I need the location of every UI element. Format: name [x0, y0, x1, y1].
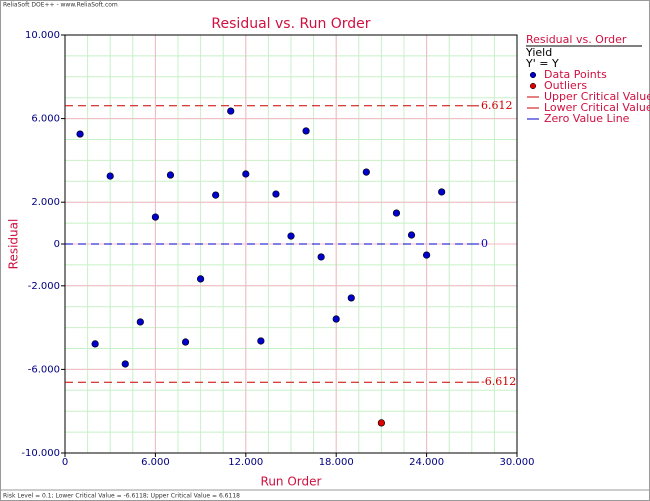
- legend-marker: [529, 82, 537, 90]
- legend-label: Upper Critical Value: [544, 90, 650, 103]
- data-point: [136, 318, 144, 326]
- data-point: [106, 172, 114, 180]
- x-tick-label: 6.000: [141, 457, 170, 468]
- reference-label: 0: [481, 237, 488, 250]
- data-point: [91, 340, 99, 348]
- reference-label: -6.612: [481, 375, 516, 388]
- legend-subtitle: Yield: [525, 46, 552, 59]
- y-axis-label: Residual: [7, 219, 21, 270]
- header: ReliaSoft DOE++ - www.ReliaSoft.com: [3, 2, 118, 9]
- y-tick-label: 10.000: [25, 30, 60, 41]
- legend-marker: [529, 71, 537, 79]
- y-tick-label: 0: [54, 239, 60, 250]
- data-point: [423, 251, 431, 259]
- legend-label: Lower Critical Value: [544, 101, 650, 114]
- data-point: [76, 130, 84, 138]
- data-point: [347, 294, 355, 302]
- y-tick-label: -2.000: [28, 281, 60, 292]
- data-point: [438, 188, 446, 196]
- data-point: [257, 337, 265, 345]
- data-point: [197, 275, 205, 283]
- data-point: [317, 253, 325, 261]
- legend-label: Outliers: [544, 79, 587, 92]
- data-point: [377, 419, 386, 427]
- x-tick-label: 30.000: [500, 457, 535, 468]
- x-tick-label: 18.000: [319, 457, 354, 468]
- x-axis-label: Run Order: [261, 475, 322, 489]
- data-point: [227, 107, 235, 115]
- reference-label: 6.612: [481, 99, 513, 112]
- chart-title: Residual vs. Run Order: [211, 16, 370, 32]
- legend-label: Zero Value Line: [544, 112, 630, 125]
- data-point: [302, 127, 310, 135]
- x-tick-label: 0: [62, 457, 68, 468]
- x-tick-label: 12.000: [228, 457, 263, 468]
- data-point: [362, 168, 370, 176]
- footer: Risk Level = 0.1; Lower Critical Value =…: [3, 493, 240, 500]
- data-point: [272, 190, 280, 198]
- data-point: [332, 315, 340, 323]
- data-point: [407, 231, 416, 239]
- legend-label: Data Points: [544, 68, 607, 81]
- data-point: [166, 171, 175, 179]
- y-tick-label: 2.000: [31, 197, 60, 208]
- data-point: [212, 191, 220, 199]
- data-point: [392, 209, 401, 217]
- data-point: [121, 360, 129, 368]
- data-point: [181, 338, 190, 346]
- y-tick-label: -10.000: [21, 448, 60, 459]
- legend-title: Residual vs. Order: [526, 33, 627, 46]
- data-point: [242, 170, 250, 178]
- y-tick-label: -6.000: [28, 364, 60, 375]
- data-point: [287, 232, 295, 240]
- data-point: [151, 213, 159, 221]
- x-tick-label: 24.000: [409, 457, 444, 468]
- legend-subtitle: Y' = Y: [525, 57, 559, 70]
- y-tick-label: 6.000: [31, 114, 60, 125]
